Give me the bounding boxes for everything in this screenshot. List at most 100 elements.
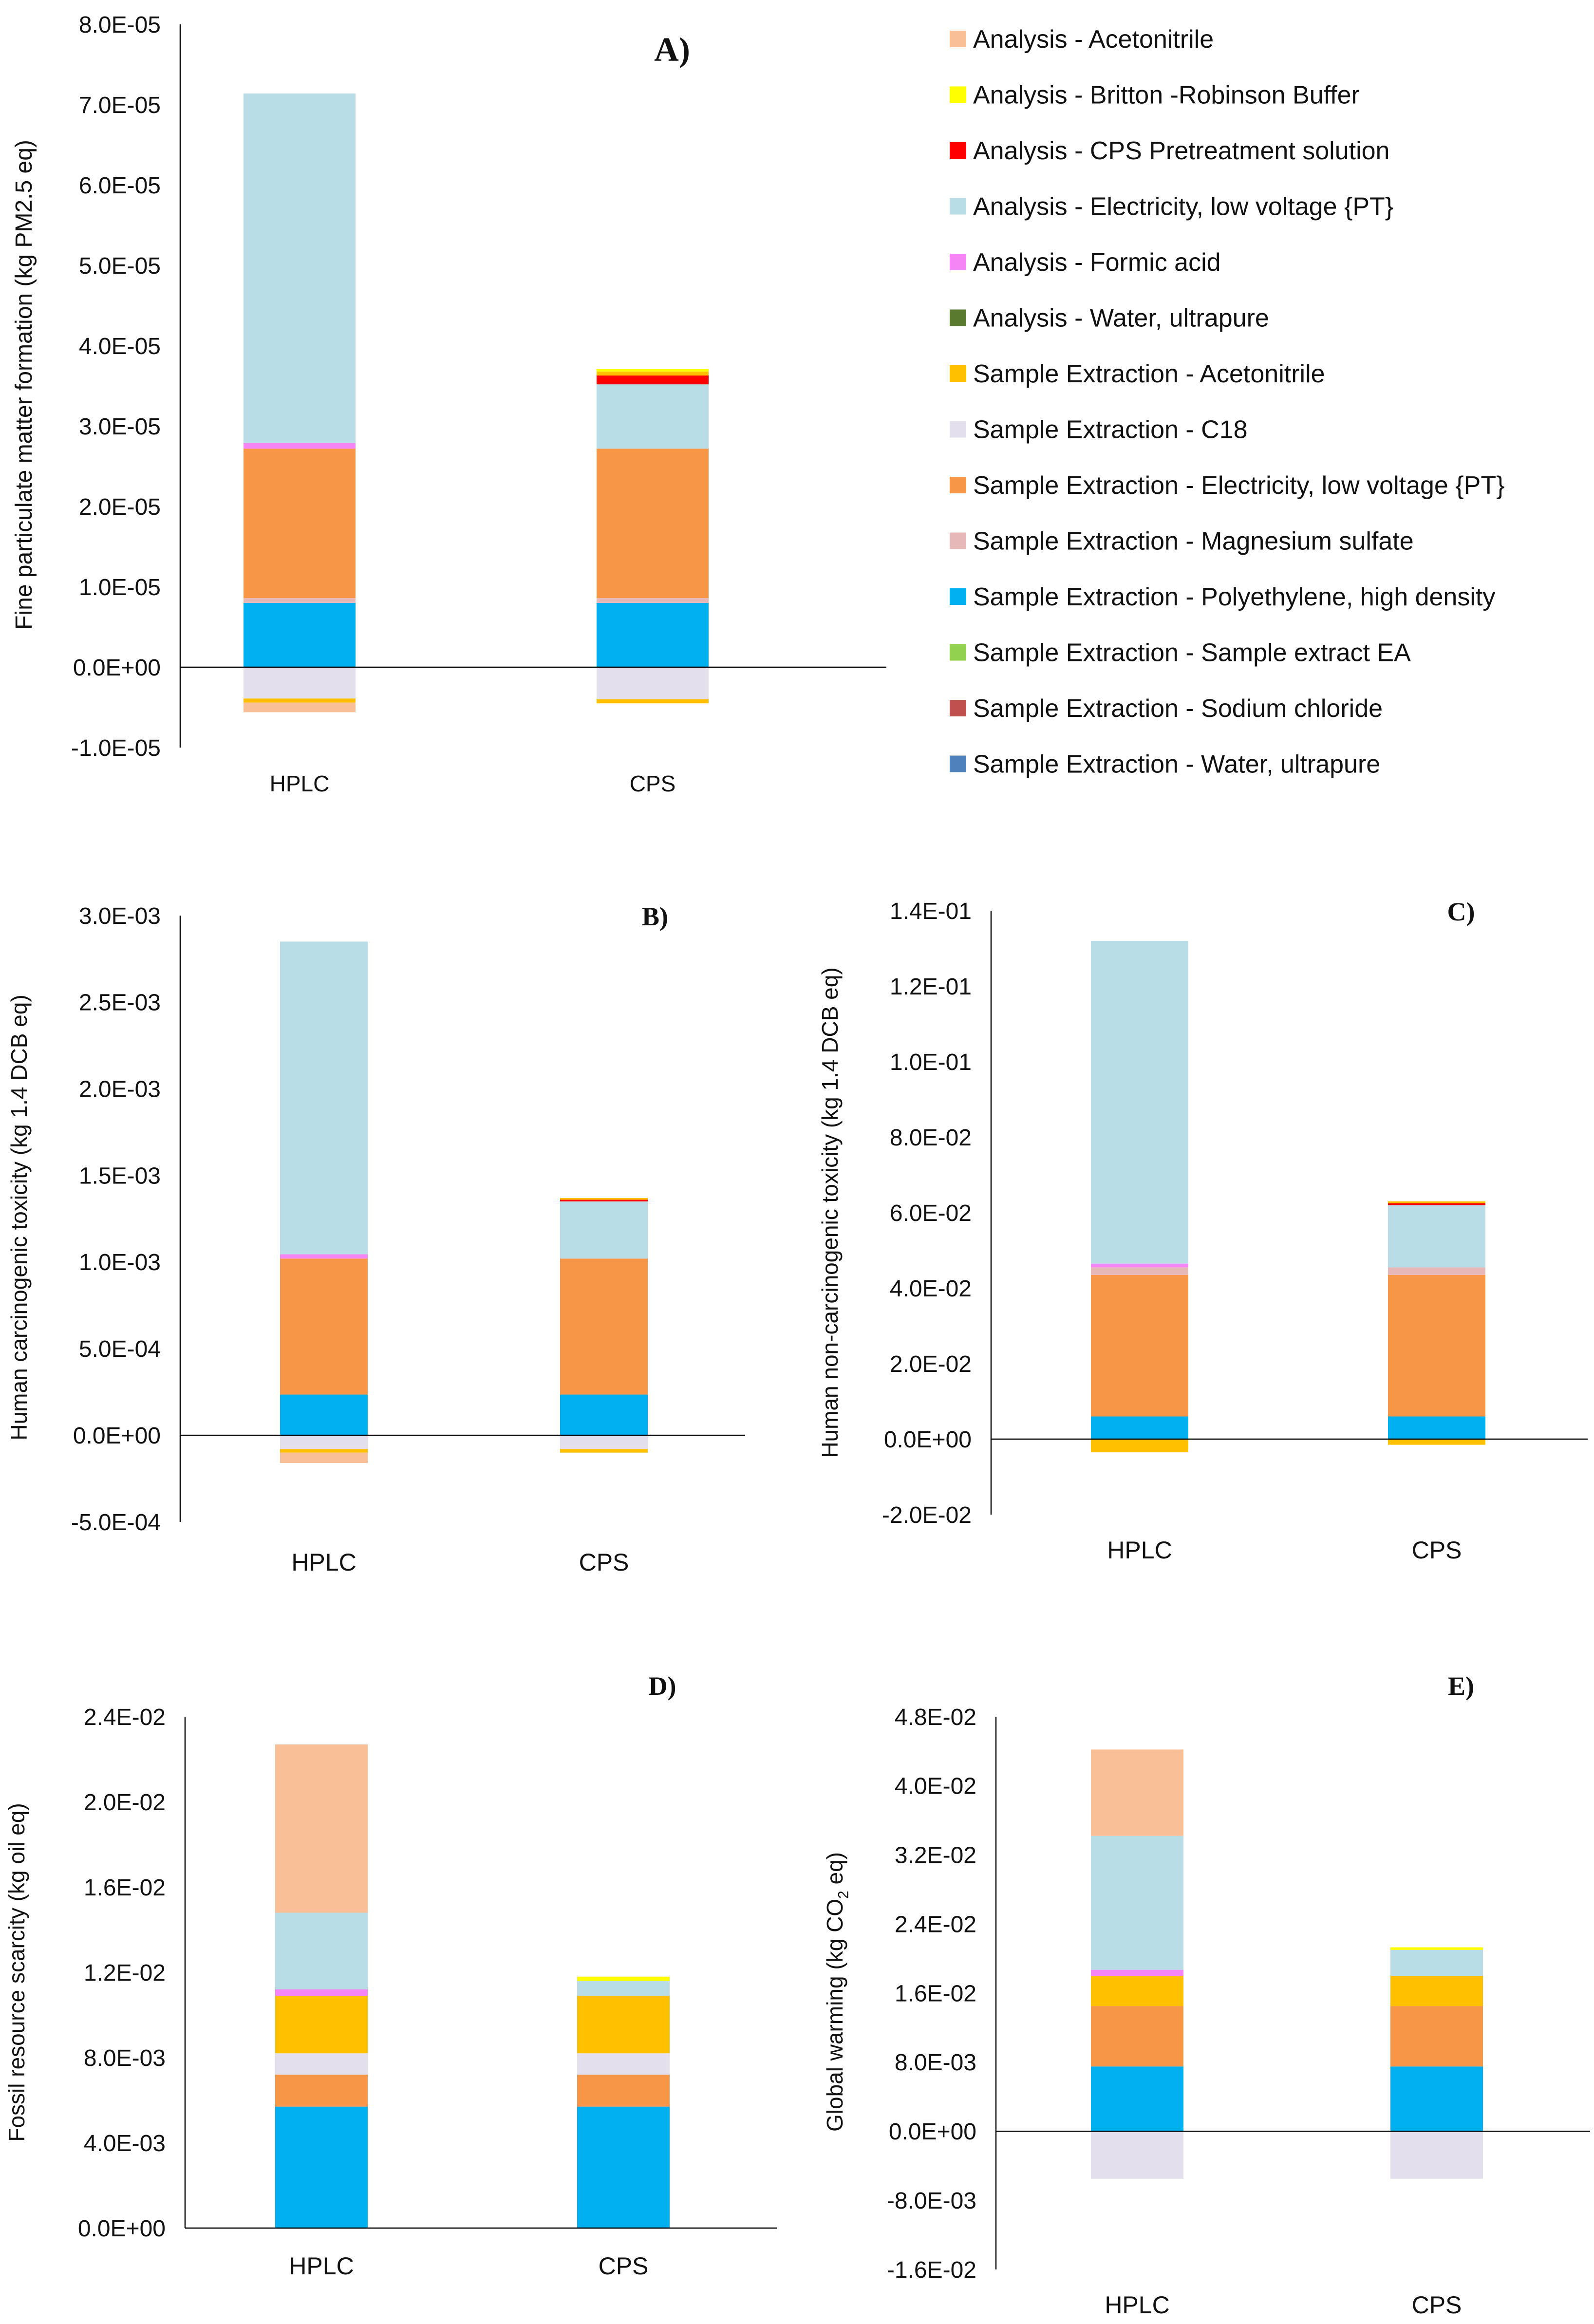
- bar-segment-hplc-a-fa: [244, 443, 356, 449]
- bar-segment-hplc-s-acn: [244, 698, 356, 703]
- legend-swatch: [950, 588, 966, 605]
- bar-segment-cps-s-acn: [1388, 1439, 1485, 1445]
- bar-segment-hplc-a-fa: [280, 1254, 368, 1259]
- y-tick-label: -8.0E-03: [887, 2188, 976, 2214]
- y-axis-label: Human non-carcinogenic toxicity (kg 1.4 …: [817, 967, 843, 1458]
- bar-segment-cps-s-mgso4: [1388, 1267, 1485, 1275]
- bar-segment-hplc-s-acn: [275, 1996, 368, 2054]
- legend-label: Analysis - Britton -Robinson Buffer: [973, 81, 1360, 110]
- bar-segment-cps-s-hdpe: [577, 2106, 670, 2228]
- bar-segment-hplc-s-hdpe: [1091, 1416, 1188, 1439]
- bar-segment-cps-a-elec: [577, 1981, 670, 1996]
- bar-segment-cps-s-hdpe: [1388, 1416, 1485, 1439]
- legend-item: Sample Extraction - Electricity, low vol…: [950, 471, 1504, 500]
- y-axis-label: Fine particulate matter formation (kg PM…: [11, 140, 37, 630]
- bar-segment-hplc-a-fa: [1091, 1969, 1183, 1976]
- bar-segment-hplc-s-elec: [275, 2075, 368, 2107]
- y-tick-label: 3.0E-05: [79, 414, 161, 440]
- x-category-label: CPS: [579, 1549, 629, 1576]
- bar-segment-cps-s-c18: [597, 667, 709, 699]
- legend-item: Analysis - Water, ultrapure: [950, 304, 1269, 333]
- chart-panel-b: 3.0E-03 2.5E-03 2.0E-03 1.5E-03 1.0E-03 5.0E-…: [6, 902, 745, 1576]
- y-tick-label: 6.0E-02: [890, 1200, 972, 1226]
- x-category-label: HPLC: [291, 1549, 356, 1576]
- bar-segment-cps-s-hdpe: [1390, 2066, 1483, 2132]
- bar-segment-cps-s-c18: [1390, 2131, 1483, 2179]
- bar-segment-hplc-a-elec: [244, 93, 356, 443]
- y-tick-label: -5.0E-04: [71, 1510, 161, 1536]
- bar-segment-hplc-s-mgso4: [1091, 1267, 1188, 1275]
- bar-segment-cps-s-mgso4: [597, 598, 709, 603]
- bar-segment-cps-a-elec: [597, 384, 709, 449]
- bar-segment-hplc-a-elec: [280, 941, 368, 1255]
- legend-label: Analysis - Water, ultrapure: [973, 304, 1269, 333]
- bar-segment-cps-s-c18: [560, 1435, 648, 1449]
- bar-segment-hplc-a-acn: [275, 1744, 368, 1913]
- bar-segment-cps-s-acn: [560, 1449, 648, 1453]
- legend-item: Analysis - Electricity, low voltage {PT}: [950, 193, 1393, 221]
- legend-swatch: [950, 700, 966, 716]
- legend-label: Analysis - CPS Pretreatment solution: [973, 137, 1389, 165]
- bar-segment-cps-s-elec: [1390, 2006, 1483, 2067]
- bar-segment-cps-a-elec: [1388, 1205, 1485, 1268]
- bar-segment-hplc-s-hdpe: [280, 1394, 368, 1436]
- legend-swatch: [950, 142, 966, 159]
- bar-segment-cps-a-brb: [1390, 1947, 1483, 1950]
- x-category-label: CPS: [1412, 1537, 1462, 1564]
- y-tick-label: 1.4E-01: [890, 899, 972, 924]
- legend-label: Sample Extraction - Electricity, low vol…: [973, 471, 1504, 500]
- x-category-label: HPLC: [289, 2252, 354, 2280]
- bar-segment-hplc-a-acn: [1091, 1749, 1183, 1836]
- y-axis-label: Global warming (kg CO2 eq): [822, 1852, 852, 2132]
- bar-segment-cps-s-elec: [597, 449, 709, 599]
- x-category-label: HPLC: [270, 771, 330, 796]
- y-tick-label: 3.2E-02: [895, 1843, 976, 1869]
- panel-title: D): [649, 1671, 676, 1701]
- bar-segment-hplc-s-acn: [1091, 1976, 1183, 2006]
- x-category-label: CPS: [1412, 2291, 1462, 2319]
- y-axis-label-subscript: 2: [836, 1891, 852, 1899]
- y-axis-label: Fossil resource scarcity (kg oil eq): [4, 1803, 29, 2141]
- y-tick-label: 2.0E-02: [84, 1790, 166, 1816]
- chart-panel-d: 2.4E-02 2.0E-02 1.6E-02 1.2E-02 8.0E-03 4.0E-…: [4, 1671, 777, 2280]
- bar-segment-hplc-a-acn: [244, 702, 356, 712]
- legend-label: Analysis - Electricity, low voltage {PT}: [973, 193, 1393, 221]
- y-tick-label: 8.0E-03: [895, 2050, 976, 2076]
- y-tick-label: 8.0E-05: [79, 12, 161, 38]
- legend-item: Analysis - Formic acid: [950, 248, 1221, 277]
- legend-item: Sample Extraction - Sample extract EA: [950, 639, 1411, 667]
- bar-segment-cps-a-cps: [597, 375, 709, 385]
- legend-swatch: [950, 755, 966, 772]
- bar-segment-hplc-s-hdpe: [275, 2106, 368, 2228]
- bar-segment-cps-s-elec: [1388, 1274, 1485, 1417]
- y-tick-label: 0.0E+00: [73, 1423, 161, 1449]
- y-tick-label: 0.0E+00: [889, 2119, 976, 2145]
- y-tick-label: 2.0E-02: [890, 1351, 972, 1377]
- y-tick-label: 3.0E-03: [79, 903, 161, 929]
- legend-item: Analysis - Britton -Robinson Buffer: [950, 81, 1360, 110]
- bar-segment-hplc-a-fa: [1091, 1263, 1188, 1268]
- y-tick-label: 2.4E-02: [84, 1705, 166, 1730]
- legend-item: Sample Extraction - Water, ultrapure: [950, 750, 1380, 779]
- legend-item: Sample Extraction - Magnesium sulfate: [950, 527, 1414, 556]
- y-tick-label: 4.0E-02: [890, 1276, 972, 1302]
- y-tick-label: 0.0E+00: [884, 1427, 972, 1453]
- y-tick-label: 8.0E-02: [890, 1125, 972, 1151]
- legend-label: Sample Extraction - Polyethylene, high d…: [973, 583, 1495, 611]
- y-tick-label: 0.0E+00: [73, 655, 161, 681]
- legend-item: Analysis - CPS Pretreatment solution: [950, 137, 1389, 165]
- y-tick-label: 6.0E-05: [79, 173, 161, 199]
- y-tick-label: 1.0E-03: [79, 1250, 161, 1275]
- bar-segment-cps-s-acn: [560, 1198, 648, 1200]
- bar-segment-hplc-s-acn: [280, 1449, 368, 1453]
- bar-segment-cps-s-acn: [597, 699, 709, 704]
- legend-swatch: [950, 477, 966, 493]
- bar-segment-cps-a-cps: [1388, 1203, 1485, 1205]
- legend-swatch: [950, 254, 966, 270]
- y-tick-label: 2.4E-02: [895, 1912, 976, 1937]
- legend-swatch: [950, 309, 966, 326]
- bar-segment-hplc-a-elec: [275, 1912, 368, 1989]
- legend-label: Analysis - Acetonitrile: [973, 25, 1214, 54]
- legend-label: Sample Extraction - Acetonitrile: [973, 360, 1325, 388]
